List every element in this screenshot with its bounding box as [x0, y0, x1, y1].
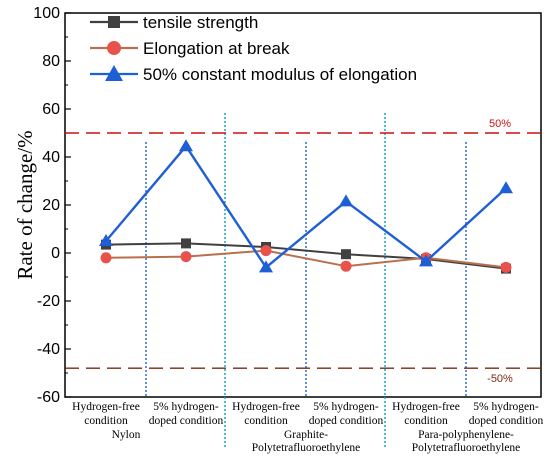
- x-category-label: condition: [404, 415, 448, 427]
- x-category-label: 5% hydrogen-: [153, 401, 219, 413]
- y-tick-label: 40: [42, 149, 60, 166]
- reference-line-label: -50%: [487, 373, 513, 385]
- y-tick-label: 0: [51, 245, 60, 262]
- x-group-label: Para-polyphenylene-: [418, 429, 514, 441]
- x-group-label: Graphite-: [284, 429, 328, 441]
- data-point: [499, 181, 513, 194]
- x-category-label: doped condition: [149, 415, 224, 427]
- y-tick-label: -40: [37, 341, 60, 358]
- data-point: [179, 139, 193, 152]
- data-point: [260, 245, 272, 257]
- data-point: [500, 261, 512, 273]
- series-line: [105, 144, 507, 269]
- data-point: [419, 254, 433, 267]
- data-point: [99, 234, 113, 246]
- data-point: [339, 194, 353, 207]
- series-line: [105, 242, 507, 270]
- legend-marker: [105, 65, 123, 81]
- data-point: [340, 260, 352, 272]
- x-group-label: Polytetrafluoroethylene: [252, 442, 361, 454]
- data-point: [181, 238, 191, 249]
- x-category-label: doped condition: [469, 415, 544, 427]
- x-category-label: Hydrogen-free: [72, 401, 140, 413]
- x-category-label: condition: [84, 415, 128, 427]
- series-line: [105, 249, 507, 269]
- data-point: [100, 252, 112, 264]
- x-category-label: Hydrogen-free: [392, 401, 460, 413]
- legend-label: tensile strength: [143, 13, 258, 32]
- reference-line-label: 50%: [489, 118, 511, 130]
- y-tick-label: 80: [42, 53, 60, 70]
- data-point: [341, 249, 351, 260]
- y-tick-label: 100: [33, 5, 60, 22]
- x-category-label: 5% hydrogen-: [473, 401, 539, 413]
- legend-marker: [108, 16, 120, 28]
- y-axis-label: Rate of change/%: [13, 130, 37, 279]
- x-group-label: Nylon: [112, 429, 141, 441]
- legend-label: Elongation at break: [143, 39, 290, 58]
- legend-label: 50% constant modulus of elongation: [143, 65, 417, 84]
- y-tick-label: -60: [37, 389, 60, 406]
- y-tick-label: 20: [42, 197, 60, 214]
- x-category-label: condition: [244, 415, 288, 427]
- x-category-label: 5% hydrogen-: [313, 401, 379, 413]
- y-tick-label: 60: [42, 101, 60, 118]
- data-point: [180, 251, 192, 263]
- data-point: [259, 260, 273, 273]
- x-category-label: Hydrogen-free: [232, 401, 300, 413]
- legend-marker: [107, 41, 121, 55]
- x-group-label: Polytetrafluoroethylene: [412, 442, 521, 454]
- y-tick-label: -20: [37, 293, 60, 310]
- x-category-label: doped condition: [309, 415, 384, 427]
